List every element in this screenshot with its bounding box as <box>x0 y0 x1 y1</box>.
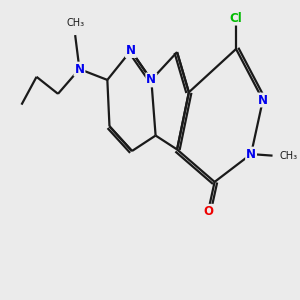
Text: N: N <box>258 94 268 106</box>
Text: N: N <box>146 74 156 86</box>
Text: N: N <box>74 63 84 76</box>
Text: N: N <box>126 44 136 57</box>
Text: N: N <box>246 148 256 160</box>
Text: O: O <box>203 205 213 218</box>
Text: Cl: Cl <box>230 12 242 25</box>
Text: CH₃: CH₃ <box>280 151 298 160</box>
Text: CH₃: CH₃ <box>66 18 84 28</box>
